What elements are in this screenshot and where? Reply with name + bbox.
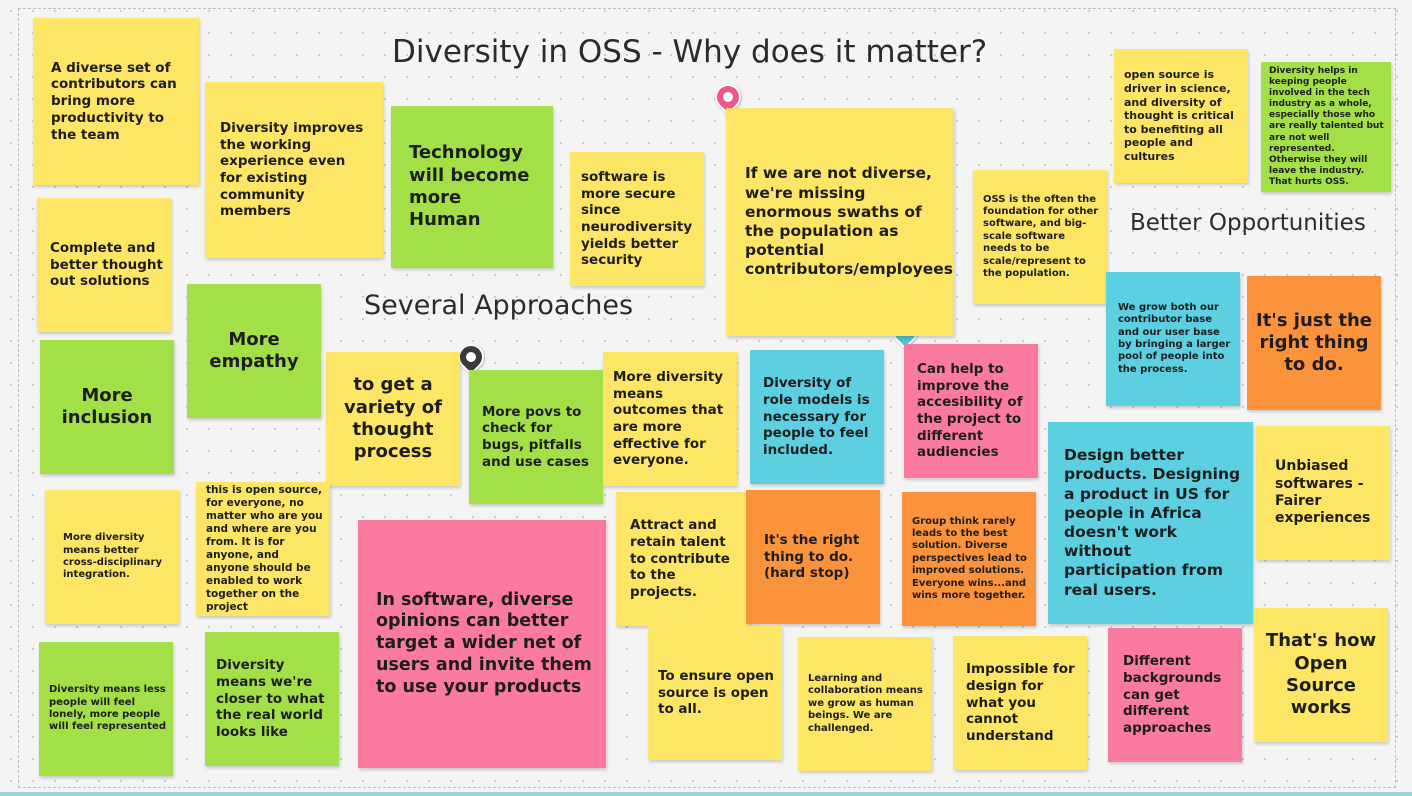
board-frame (18, 8, 1396, 788)
sticky-note[interactable]: Learning and collaboration means we grow… (798, 637, 932, 771)
sticky-note[interactable]: Impossible for design for what you canno… (953, 636, 1087, 770)
sticky-note[interactable]: open source is driver in science, and di… (1114, 49, 1248, 183)
sticky-note[interactable]: More empathy (187, 284, 321, 418)
sticky-note[interactable]: Group think rarely leads to the best sol… (902, 492, 1036, 626)
sticky-note[interactable]: That's how Open Source works (1254, 608, 1388, 742)
sticky-note[interactable]: Diversity improves the working experienc… (205, 82, 383, 258)
sticky-note[interactable]: Technology will become more Human (391, 106, 553, 268)
sticky-note[interactable]: More povs to check for bugs, pitfalls an… (469, 370, 603, 504)
sticky-note[interactable]: If we are not diverse, we're missing eno… (726, 108, 954, 336)
sticky-note[interactable]: Design better products. Designing a prod… (1048, 422, 1253, 624)
bottom-border (0, 792, 1412, 796)
board-title[interactable]: Diversity in OSS - Why does it matter? (392, 34, 988, 70)
sticky-note[interactable]: In software, diverse opinions can better… (358, 520, 606, 768)
sticky-note[interactable]: Different backgrounds can get different … (1108, 628, 1242, 762)
sticky-note[interactable]: To ensure open source is open to all. (648, 626, 782, 760)
sticky-note[interactable]: It's the right thing to do. (hard stop) (746, 490, 880, 624)
sticky-note[interactable]: More diversity means outcomes that are m… (603, 352, 737, 486)
sticky-note[interactable]: Can help to improve the accesibility of … (904, 344, 1038, 478)
sticky-note[interactable]: It's just the right thing to do. (1247, 276, 1381, 410)
sticky-note[interactable]: Diversity of role models is necessary fo… (750, 350, 884, 484)
sticky-note[interactable]: this is open source, for everyone, no ma… (196, 482, 330, 616)
sticky-note[interactable]: Attract and retain talent to contribute … (616, 492, 750, 626)
sticky-note[interactable]: Diversity helps in keeping people involv… (1261, 62, 1391, 192)
sticky-note[interactable]: software is more secure since neurodiver… (570, 152, 704, 286)
heading-several-approaches[interactable]: Several Approaches (364, 290, 634, 321)
sticky-note[interactable]: A diverse set of contributors can bring … (33, 18, 199, 185)
sticky-note[interactable]: More inclusion (40, 340, 174, 474)
sticky-note[interactable]: We grow both our contributor base and ou… (1106, 272, 1240, 406)
sticky-note[interactable]: to get a variety of thought process (326, 352, 460, 486)
sticky-note[interactable]: Diversity means we're closer to what the… (205, 632, 339, 766)
sticky-note[interactable]: Unbiased softwares - Fairer experiences (1256, 426, 1390, 560)
sticky-note[interactable]: More diversity means better cross-discip… (45, 490, 179, 624)
sticky-note[interactable]: Diversity means less people will feel lo… (39, 642, 173, 776)
heading-better-opportunities[interactable]: Better Opportunities (1130, 210, 1366, 236)
sticky-note[interactable]: OSS is the often the foundation for othe… (973, 170, 1107, 304)
sticky-note[interactable]: Complete and better thought out solution… (37, 198, 171, 332)
